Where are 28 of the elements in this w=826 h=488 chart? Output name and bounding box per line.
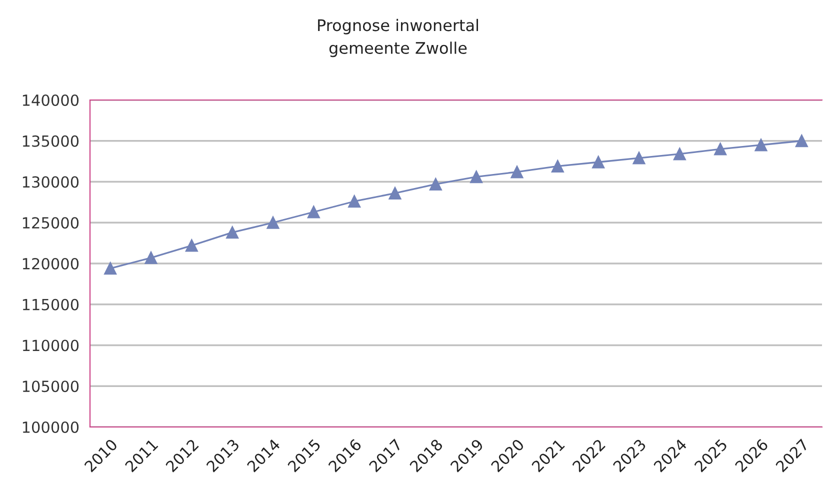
point xyxy=(795,134,808,148)
point xyxy=(754,138,768,152)
y-tick-label: 100000 xyxy=(22,421,79,434)
point xyxy=(510,166,524,178)
y-tick-label: 120000 xyxy=(22,258,79,270)
point xyxy=(551,160,564,172)
point xyxy=(673,148,686,160)
chart-title: Prognose inwonertal gemeente Zwolle xyxy=(318,18,478,58)
point xyxy=(388,186,402,200)
y-tick-label: 130000 xyxy=(22,176,79,188)
point xyxy=(429,178,442,190)
point xyxy=(714,142,727,156)
point xyxy=(348,195,361,208)
point xyxy=(266,216,280,229)
y-tick-label: 140000 xyxy=(22,94,79,106)
point xyxy=(592,156,605,168)
point xyxy=(144,252,158,264)
y-tick-label: 110000 xyxy=(22,340,79,352)
point xyxy=(307,206,320,218)
point xyxy=(470,170,483,184)
y-tick-label: 135000 xyxy=(22,135,79,147)
y-tick-label: 115000 xyxy=(22,298,79,310)
y-tick-label: 105000 xyxy=(22,380,79,392)
point xyxy=(185,239,198,252)
y-tick-label: 125000 xyxy=(22,217,79,229)
point xyxy=(632,152,646,164)
point xyxy=(104,262,117,275)
point xyxy=(226,226,239,239)
